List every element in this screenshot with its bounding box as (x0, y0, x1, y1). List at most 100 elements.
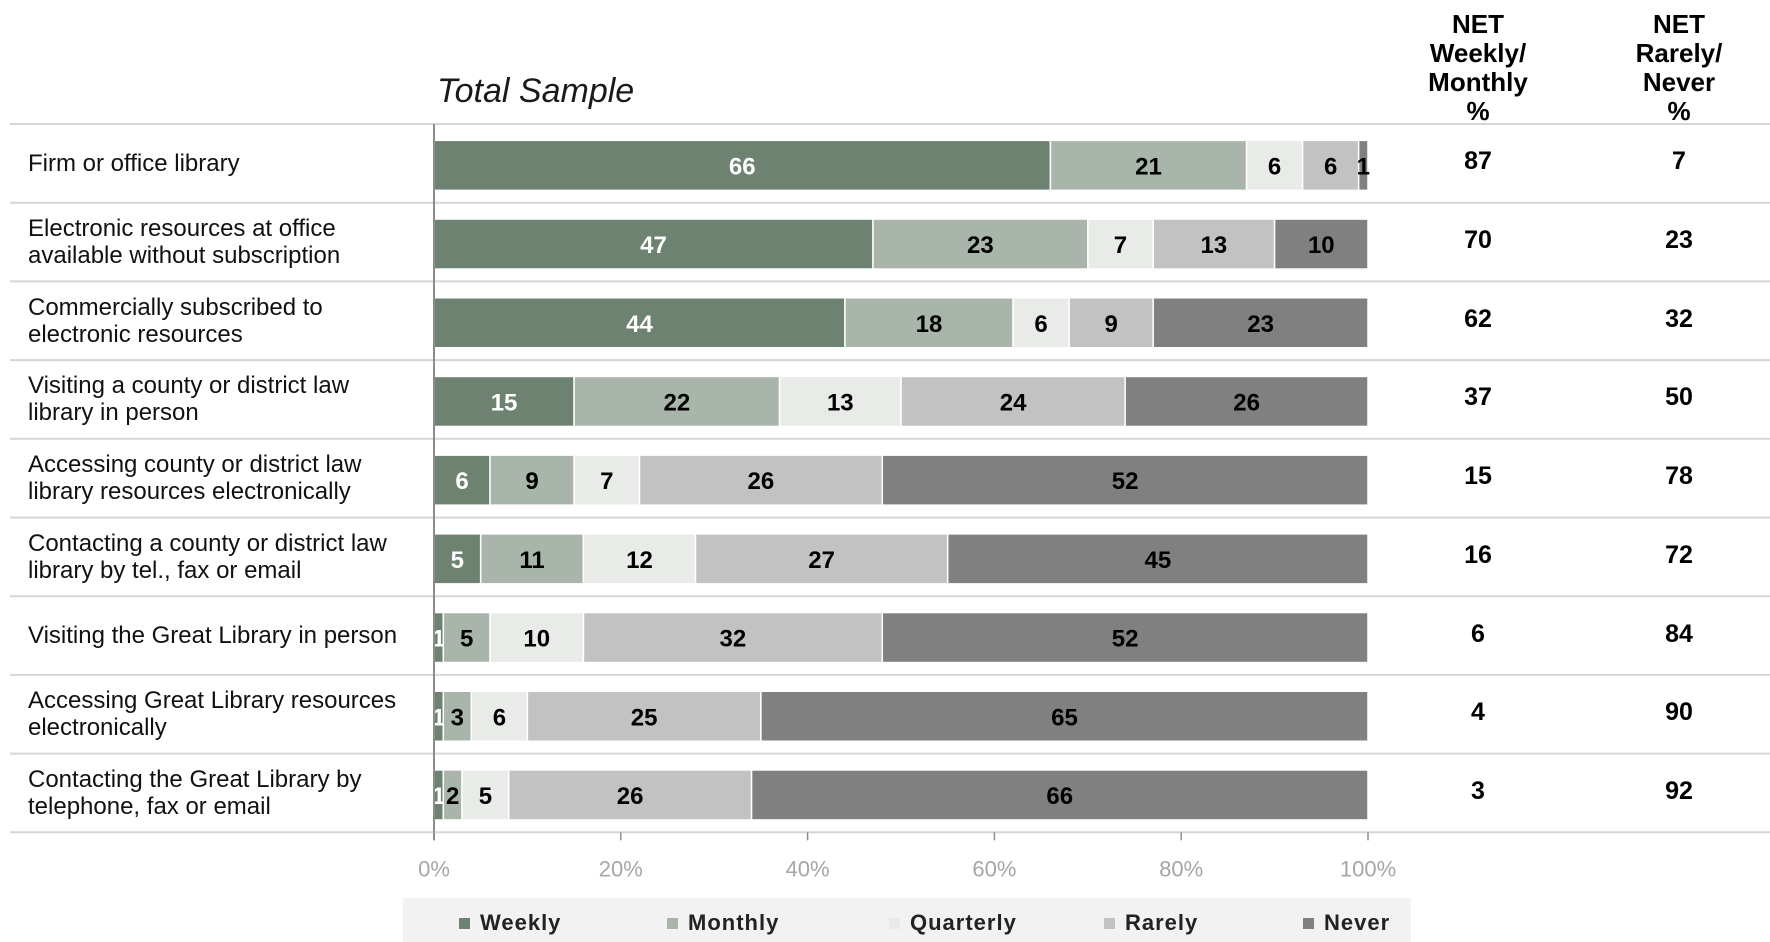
data-label-never: 52 (1112, 468, 1139, 495)
net-rarely-never-value: 23 (1665, 226, 1693, 255)
legend-label: Weekly (480, 910, 562, 935)
legend-item-rarely: Rarely (1104, 910, 1198, 936)
legend-item-quarterly: Quarterly (889, 910, 1017, 936)
category-label-line: Visiting a county or district law (28, 372, 350, 400)
net-rarely-never-value: 32 (1665, 304, 1693, 333)
bar-segment-monthly (1049, 139, 1248, 192)
net-weekly-monthly-header-line: Monthly (1428, 67, 1528, 97)
category-label-text: Contacting the Great Library by telephone… (28, 766, 362, 820)
data-label-monthly: 18 (916, 311, 943, 338)
net-rarely-never-header-line: Never (1642, 67, 1716, 97)
x-tick-label: 40% (786, 856, 830, 881)
data-label-rarely: 26 (617, 783, 644, 810)
data-label-never: 26 (1233, 389, 1260, 416)
data-label-weekly: 15 (491, 389, 518, 416)
category-label-text: Firm or office library (28, 150, 240, 177)
legend-item-monthly: Monthly (667, 910, 779, 936)
bar-segment-monthly (872, 218, 1089, 270)
data-label-monthly: 5 (460, 626, 473, 653)
data-label-monthly: 11 (519, 547, 544, 574)
net-weekly-monthly-value: 4 (1471, 698, 1485, 727)
data-label-weekly: 6 (455, 468, 468, 495)
category-label-line: Accessing Great Library resources (28, 687, 397, 715)
bar-segment-never (750, 769, 1369, 821)
category-label: Firm or office library (28, 128, 428, 199)
data-label-quarterly: 5 (479, 783, 492, 810)
category-label-line: Contacting the Great Library by (28, 765, 362, 793)
x-tick-label: 80% (1159, 856, 1203, 881)
net-rarely-never-header-line: Rarely/ (1635, 38, 1723, 68)
bar-segment-never (881, 454, 1369, 506)
data-label-monthly: 21 (1135, 153, 1162, 180)
category-label: Electronic resources at office available … (28, 207, 428, 278)
data-label-quarterly: 6 (1034, 311, 1047, 338)
net-rarely-never-value: 78 (1665, 462, 1693, 491)
net-rarely-never-header: NET Rarely/ Never % (1594, 10, 1764, 126)
legend-item-never: Never (1303, 910, 1390, 936)
x-tick-label: 60% (972, 856, 1016, 881)
bar-segment-rarely (582, 611, 884, 664)
data-label-never: 10 (1308, 232, 1335, 259)
net-weekly-monthly-value: 70 (1464, 226, 1492, 255)
category-label-line: Contacting a county or district law (28, 529, 387, 557)
bar-segment-never (946, 533, 1369, 585)
category-label-text: Commercially subscribed to electronic res… (28, 294, 323, 348)
data-label-weekly: 1 (432, 704, 445, 731)
bar-segment-quarterly (461, 769, 510, 821)
data-label-quarterly: 7 (600, 468, 613, 495)
net-rarely-never-value: 72 (1665, 540, 1693, 569)
data-label-never: 65 (1051, 704, 1078, 731)
category-label-line: electronic resources (28, 320, 243, 348)
category-label-text: Accessing county or district law library … (28, 451, 361, 505)
category-label-line: Firm or office library (28, 149, 240, 177)
bar-segment-never (1152, 297, 1369, 349)
bar-segment-monthly (479, 533, 585, 585)
category-label: Contacting the Great Library by telephone… (28, 758, 428, 829)
legend-swatch (1303, 917, 1314, 929)
net-rarely-never-value: 92 (1665, 776, 1693, 805)
net-weekly-monthly-value: 6 (1471, 619, 1485, 648)
category-label: Accessing Great Library resources electro… (28, 679, 428, 750)
net-rarely-never-value: 50 (1665, 383, 1693, 412)
bar-segment-never (1124, 375, 1369, 428)
data-label-weekly: 1 (432, 626, 445, 653)
bar-segment-monthly (489, 454, 575, 506)
net-rarely-never-header-line: NET (1653, 9, 1705, 39)
data-label-weekly: 44 (626, 311, 653, 338)
data-label-quarterly: 12 (626, 547, 653, 574)
bar-segment-quarterly (1245, 139, 1304, 192)
data-label-rarely: 26 (748, 468, 775, 495)
data-label-weekly: 5 (451, 547, 464, 574)
data-label-weekly: 47 (640, 232, 667, 259)
category-label-line: Electronic resources at office (28, 215, 336, 243)
x-tick-label: 100% (1340, 856, 1396, 881)
category-label-line: Visiting the Great Library in person (28, 622, 398, 650)
category-label: Accessing county or district law library … (28, 443, 428, 514)
category-label-line: electronically (28, 714, 167, 742)
category-label-line: Commercially subscribed to (28, 293, 323, 321)
bar-segment-monthly (442, 611, 491, 664)
category-label-text: Electronic resources at office available … (28, 215, 340, 269)
category-label-text: Visiting a county or district law library… (28, 372, 349, 426)
net-weekly-monthly-header-line: NET (1452, 9, 1504, 39)
data-label-monthly: 22 (663, 389, 690, 416)
data-label-quarterly: 6 (493, 704, 506, 731)
bar-segment-quarterly (1012, 297, 1070, 349)
legend-label: Never (1324, 910, 1391, 935)
category-label-text: Visiting the Great Library in person (28, 622, 397, 649)
net-rarely-never-value: 7 (1672, 147, 1686, 176)
data-label-rarely: 6 (1324, 153, 1337, 180)
net-weekly-monthly-header: NET Weekly/ Monthly % (1393, 10, 1563, 126)
data-label-rarely: 27 (808, 547, 835, 574)
data-label-monthly: 3 (451, 704, 464, 731)
category-label-text: Contacting a county or district law libra… (28, 530, 387, 584)
data-label-never: 52 (1112, 626, 1139, 653)
bar-segment-rarely (507, 769, 753, 821)
legend-swatch (667, 917, 678, 929)
bar-segment-monthly (844, 297, 1014, 349)
category-label-text: Accessing Great Library resources electro… (28, 687, 396, 741)
bar-segment-quarterly (582, 533, 697, 585)
bar-segment-never (1273, 218, 1369, 270)
